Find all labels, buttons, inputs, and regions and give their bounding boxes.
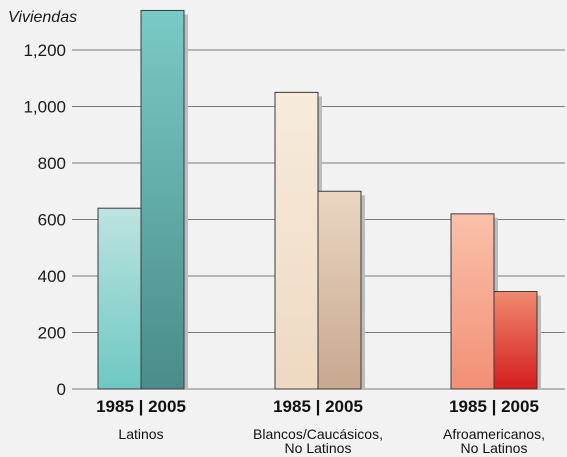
category-label: No Latinos — [285, 440, 352, 456]
category-label: No Latinos — [461, 440, 528, 456]
bar-1-2005 — [317, 190, 362, 390]
category-labels: 1985 | 2005 Latinos 1985 | 2005 Blancos/Cau… — [96, 397, 545, 456]
y-tick-label: 1,200 — [23, 41, 66, 60]
bars — [97, 9, 538, 390]
year-label: 1985 | 2005 — [449, 397, 539, 416]
y-tick-label: 0 — [57, 380, 66, 399]
bar-2-2005 — [493, 291, 538, 390]
y-tick-label: 600 — [38, 211, 66, 230]
category-label: Afroamericanos, — [443, 426, 545, 442]
bar-1-1985 — [274, 91, 319, 390]
y-unit-label: Viviendas — [8, 9, 77, 26]
y-tick-label: 800 — [38, 154, 66, 173]
y-axis: 0 200 400 600 800 1,000 1,200 — [23, 41, 66, 399]
y-tick-label: 1,000 — [23, 98, 66, 117]
bar-0-2005 — [140, 9, 185, 390]
year-label: 1985 | 2005 — [96, 397, 186, 416]
y-tick-label: 400 — [38, 267, 66, 286]
y-tick-label: 200 — [38, 324, 66, 343]
category-label: Latinos — [118, 426, 163, 442]
bar-2-1985 — [450, 213, 495, 390]
year-label: 1985 | 2005 — [273, 397, 363, 416]
bar-0-1985 — [97, 207, 142, 390]
category-label: Blancos/Caucásicos, — [253, 426, 383, 442]
